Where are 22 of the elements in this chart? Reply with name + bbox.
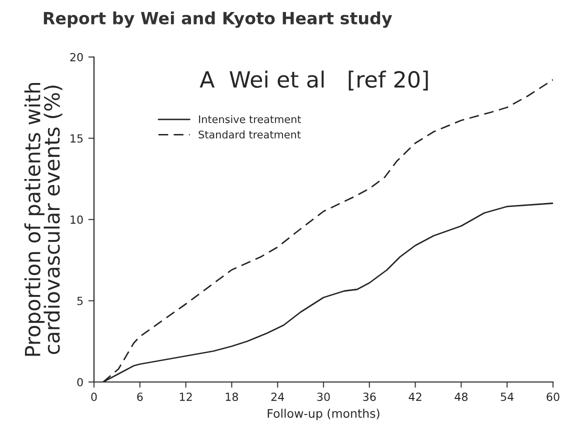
x-tick-label: 30: [317, 392, 330, 402]
x-tick-label: 0: [91, 392, 97, 402]
legend-label: Standard treatment: [198, 130, 301, 138]
x-tick-label: 54: [500, 392, 514, 402]
y-tick-label: 10: [70, 215, 83, 224]
x-tick-label: 60: [546, 392, 560, 402]
x-tick-label: 24: [271, 392, 284, 401]
legend-label: Intensive treatment: [199, 115, 302, 124]
x-tick-label: 36: [363, 392, 376, 402]
x-axis-title: Follow-up (months): [268, 408, 380, 420]
y-tick-label: 0: [77, 378, 83, 386]
chart-title: Report by Wei and Kyoto Heart study: [44, 12, 392, 28]
x-tick-label: 48: [454, 392, 468, 402]
x-tick-label: 18: [226, 392, 238, 402]
y-tick-label: 15: [70, 134, 83, 143]
x-tick-label: 42: [408, 392, 422, 401]
x-tick-label: 6: [137, 392, 143, 402]
y-tick-label: 5: [77, 296, 83, 306]
y-axis-title: Proportion of patients with cardiovascular events (%): [24, 82, 62, 356]
y-tick-label: 20: [70, 52, 83, 62]
annotation: A Wei et al [ref 20]: [200, 70, 428, 90]
x-tick-label: 12: [180, 392, 192, 401]
